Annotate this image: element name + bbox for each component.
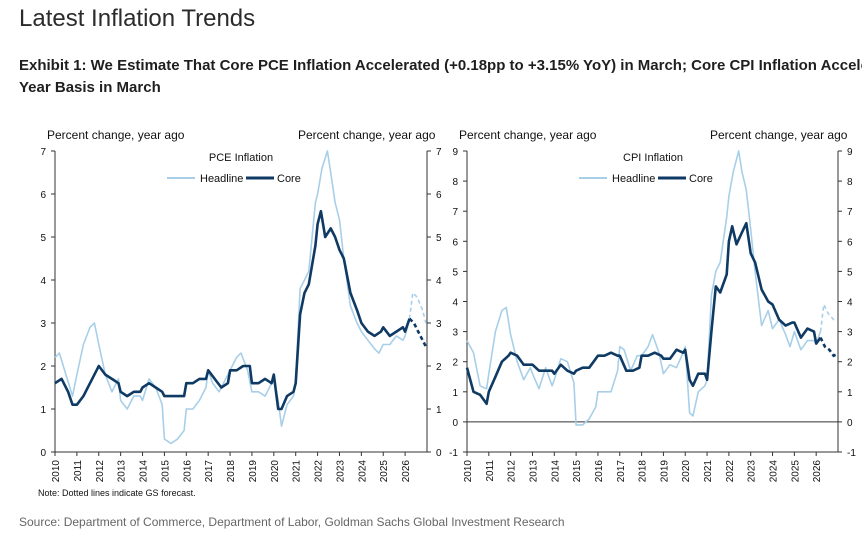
- y-tick-label-left: 4: [452, 298, 458, 309]
- y-tick-label-right: 3: [436, 319, 442, 330]
- exhibit-title: Exhibit 1: We Estimate That Core PCE Inf…: [19, 55, 862, 99]
- x-tick-label: 2012: [95, 460, 106, 483]
- y-tick-label-right: 5: [847, 267, 853, 278]
- x-tick-label: 2025: [379, 460, 390, 483]
- x-tick-label: 2012: [507, 460, 518, 483]
- exhibit-title-line-2: Year Basis in March: [19, 79, 161, 96]
- series-forecast-headline: [408, 291, 427, 324]
- y-tick-label-left: 0: [40, 448, 46, 459]
- x-tick-label: 2010: [51, 460, 62, 483]
- y-axis-label-right: Percent change, year ago: [710, 128, 848, 142]
- y-tick-label-left: 0: [452, 418, 458, 429]
- chart-note: Note: Dotted lines indicate GS forecast.: [38, 488, 196, 498]
- x-tick-label: 2020: [270, 460, 281, 483]
- x-tick-label: 2021: [292, 460, 303, 483]
- y-tick-label-left: 2: [40, 362, 46, 373]
- y-axis-label-left: Percent change, year ago: [47, 128, 185, 142]
- y-tick-label-right: 2: [847, 358, 853, 369]
- x-tick-label: 2016: [594, 460, 605, 483]
- y-tick-label-right: 2: [436, 362, 442, 373]
- page-heading: Latest Inflation Trends: [19, 5, 256, 32]
- y-tick-label-left: 6: [40, 190, 46, 201]
- series-line-core: [54, 209, 411, 411]
- x-tick-label: 2015: [572, 460, 583, 483]
- y-tick-label-right: -1: [847, 448, 856, 459]
- chart-panel-2: Percent change, year ago Percent change, …: [449, 128, 856, 482]
- y-tick-label-right: 7: [847, 207, 853, 218]
- x-tick-label: 2019: [659, 460, 670, 483]
- y-tick-label-right: 9: [847, 147, 853, 158]
- x-tick-label: 2017: [616, 460, 627, 483]
- legend-label-headline: Headline: [200, 173, 243, 185]
- x-tick-label: 2021: [703, 460, 714, 483]
- y-tick-label-right: 5: [436, 233, 442, 244]
- y-tick-label-right: 1: [436, 405, 442, 416]
- y-tick-label-left: 1: [452, 388, 458, 399]
- series-forecast-core: [819, 337, 838, 358]
- chart-title: CPI Inflation: [623, 152, 683, 164]
- x-tick-label: 2011: [73, 460, 84, 482]
- x-tick-label: 2023: [747, 460, 758, 483]
- chart-title: PCE Inflation: [209, 152, 273, 164]
- y-tick-label-right: 3: [847, 328, 853, 339]
- y-tick-label-right: 4: [436, 276, 442, 287]
- y-tick-label-right: 4: [847, 298, 853, 309]
- x-tick-label: 2014: [550, 460, 561, 483]
- y-tick-label-left: 7: [40, 147, 46, 158]
- exhibit-title-line-1: Exhibit 1: We Estimate That Core PCE Inf…: [19, 57, 862, 74]
- y-tick-label-right: 6: [436, 190, 442, 201]
- series-forecast-core: [408, 317, 428, 348]
- series-forecast-headline: [819, 301, 837, 332]
- x-tick-label: 2018: [638, 460, 649, 483]
- y-tick-label-left: 5: [40, 233, 46, 244]
- chart-panel-1: Percent change, year ago Percent change, …: [40, 128, 442, 482]
- y-tick-label-left: 3: [40, 319, 46, 330]
- legend-label-headline: Headline: [612, 173, 655, 185]
- legend-label-core: Core: [689, 173, 713, 185]
- x-tick-label: 2018: [226, 460, 237, 483]
- x-tick-label: 2024: [357, 460, 368, 483]
- x-tick-label: 2019: [248, 460, 259, 483]
- x-tick-label: 2011: [485, 460, 496, 482]
- series-line-headline: [466, 150, 822, 426]
- x-tick-label: 2024: [769, 460, 780, 483]
- y-tick-label-left: 2: [452, 358, 458, 369]
- x-tick-label: 2017: [204, 460, 215, 483]
- y-tick-label-left: 3: [452, 328, 458, 339]
- y-tick-label-right: 7: [436, 147, 442, 158]
- x-tick-label: 2013: [117, 460, 128, 483]
- x-tick-label: 2023: [335, 460, 346, 483]
- x-tick-label: 2016: [182, 460, 193, 483]
- y-tick-label-right: 6: [847, 237, 853, 248]
- x-tick-label: 2022: [314, 460, 325, 483]
- x-tick-label: 2026: [401, 460, 412, 483]
- source-line: Source: Department of Commerce, Departme…: [19, 515, 565, 529]
- y-axis-label-right: Percent change, year ago: [298, 128, 436, 142]
- y-tick-label-left: 1: [40, 405, 46, 416]
- y-axis-label-left: Percent change, year ago: [459, 128, 597, 142]
- y-tick-label-right: 1: [847, 388, 853, 399]
- y-tick-label-left: 7: [452, 207, 458, 218]
- y-tick-label-left: 8: [452, 177, 458, 188]
- x-tick-label: 2010: [463, 460, 474, 483]
- y-tick-label-right: 0: [436, 448, 442, 459]
- x-tick-label: 2025: [790, 460, 801, 483]
- x-tick-label: 2015: [160, 460, 171, 483]
- y-tick-label-left: 5: [452, 267, 458, 278]
- x-tick-label: 2014: [139, 460, 150, 483]
- y-tick-label-left: 4: [40, 276, 46, 287]
- x-tick-label: 2026: [812, 460, 823, 483]
- x-tick-label: 2013: [528, 460, 539, 483]
- x-tick-label: 2022: [725, 460, 736, 483]
- series-line-core: [465, 221, 822, 406]
- y-tick-label-left: 6: [452, 237, 458, 248]
- y-tick-label-right: 0: [847, 418, 853, 429]
- y-tick-label-left: 9: [452, 147, 458, 158]
- y-tick-label-left: -1: [449, 448, 458, 459]
- series-line-headline: [54, 150, 411, 445]
- y-tick-label-right: 8: [847, 177, 853, 188]
- legend-label-core: Core: [277, 173, 301, 185]
- x-tick-label: 2020: [681, 460, 692, 483]
